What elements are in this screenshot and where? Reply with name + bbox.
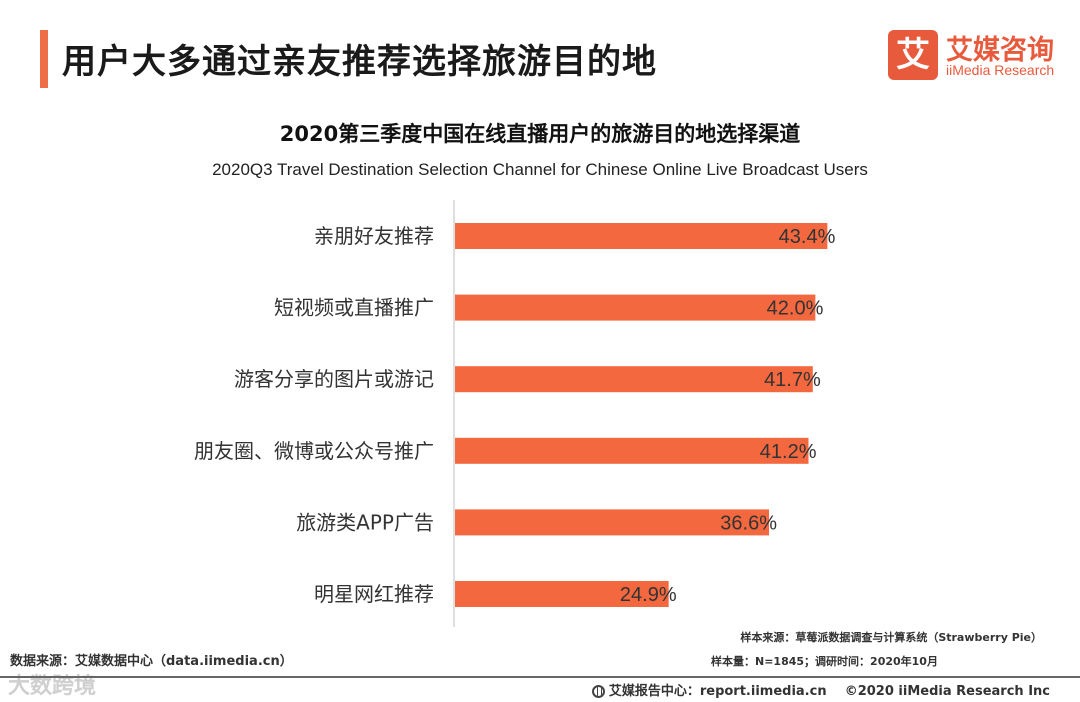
value-label: 41.2% <box>760 441 817 463</box>
sample-source: 样本来源：草莓派数据调查与计算系统（Strawberry Pie） <box>740 631 1042 644</box>
copyright: ©2020 iiMedia Research Inc <box>844 684 1050 699</box>
logo-mark: 艾 <box>888 30 938 80</box>
value-label: 42.0% <box>767 298 824 320</box>
footer-credits: 艾媒报告中心：report.iimedia.cn ©2020 iiMedia R… <box>591 680 1050 699</box>
category-label: 明星网红推荐 <box>314 582 434 606</box>
bar <box>455 437 809 464</box>
iimedia-logo: 艾 艾媒咨询 iiMedia Research <box>888 30 1058 82</box>
value-label: 41.7% <box>764 369 821 391</box>
bar-chart: 亲朋好友推荐 43.4% 短视频或直播推广 42.0% 游客分享的图片或游记 41.7% 朋… <box>194 200 836 627</box>
watermark: 大数跨境 <box>8 674 97 699</box>
footer-divider <box>0 676 1080 678</box>
category-label: 游客分享的图片或游记 <box>234 367 434 391</box>
report-center: 艾媒报告中心：report.iimedia.cn <box>608 684 827 699</box>
category-label: 旅游类APP广告 <box>296 510 434 534</box>
category-label: 短视频或直播推广 <box>274 296 434 320</box>
value-label: 24.9% <box>620 584 677 606</box>
data-source: 数据来源：艾媒数据中心（data.iimedia.cn） <box>10 654 293 669</box>
chart-title: 2020第三季度中国在线直播用户的旅游目的地选择渠道 <box>279 122 801 146</box>
bar <box>455 294 816 321</box>
chart-subtitle: 2020Q3 Travel Destination Selection Chan… <box>212 160 868 179</box>
logo-en-name: iiMedia Research <box>946 62 1055 78</box>
value-label: 36.6% <box>720 512 777 534</box>
title-accent-bar <box>40 30 48 88</box>
page-title: 用户大多通过亲友推荐选择旅游目的地 <box>62 42 657 82</box>
logo-cn-name: 艾媒咨询 <box>946 35 1054 66</box>
category-label: 朋友圈、微博或公众号推广 <box>194 439 434 463</box>
bar <box>455 223 828 249</box>
globe-icon <box>591 685 605 698</box>
category-label: 亲朋好友推荐 <box>314 224 434 248</box>
sample-size: 样本量：N=1845；调研时间：2020年10月 <box>711 655 938 668</box>
value-label: 43.4% <box>779 226 836 248</box>
bar <box>455 366 813 393</box>
bar <box>455 509 770 536</box>
bar <box>455 581 669 607</box>
